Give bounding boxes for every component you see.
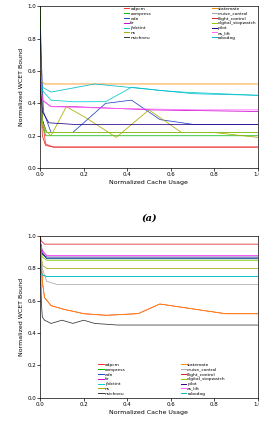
- Legend: statemate, cruise_control, flight_control, digital_stopwatch, pilot, es_lift, ro: statemate, cruise_control, flight_contro…: [212, 7, 257, 40]
- X-axis label: Normalized Cache Usage: Normalized Cache Usage: [110, 410, 188, 415]
- Text: (a): (a): [141, 213, 157, 222]
- Y-axis label: Normalized WCET Bound: Normalized WCET Bound: [19, 278, 24, 356]
- X-axis label: Normalized Cache Usage: Normalized Cache Usage: [110, 180, 188, 185]
- Legend: statemate, cruise_control, flight_control, digital_stopwatch, pilot, es_lift, ro: statemate, cruise_control, flight_contro…: [181, 363, 226, 396]
- Y-axis label: Normalized WCET Bound: Normalized WCET Bound: [19, 48, 24, 126]
